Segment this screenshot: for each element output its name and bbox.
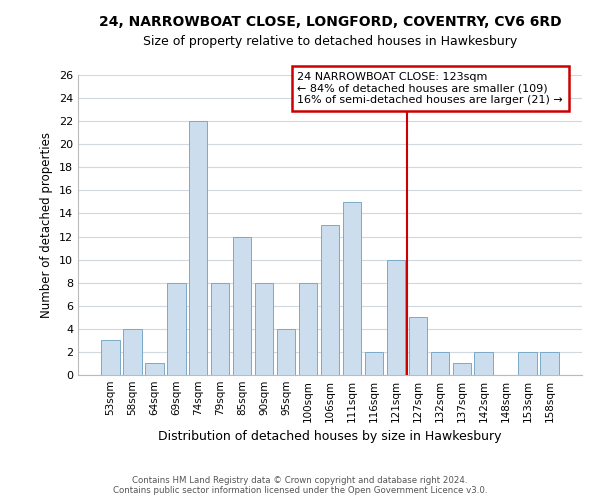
- Bar: [343, 202, 361, 375]
- Bar: [167, 282, 185, 375]
- Bar: [101, 340, 119, 375]
- Bar: [277, 329, 295, 375]
- Bar: [452, 364, 471, 375]
- Bar: [431, 352, 449, 375]
- Bar: [299, 282, 317, 375]
- Text: 24, NARROWBOAT CLOSE, LONGFORD, COVENTRY, CV6 6RD: 24, NARROWBOAT CLOSE, LONGFORD, COVENTRY…: [98, 15, 562, 29]
- Bar: [145, 364, 164, 375]
- Bar: [255, 282, 274, 375]
- Bar: [123, 329, 142, 375]
- Text: 24 NARROWBOAT CLOSE: 123sqm
← 84% of detached houses are smaller (109)
16% of se: 24 NARROWBOAT CLOSE: 123sqm ← 84% of det…: [297, 72, 563, 105]
- X-axis label: Distribution of detached houses by size in Hawkesbury: Distribution of detached houses by size …: [158, 430, 502, 444]
- Bar: [211, 282, 229, 375]
- Text: Size of property relative to detached houses in Hawkesbury: Size of property relative to detached ho…: [143, 35, 517, 48]
- Bar: [365, 352, 383, 375]
- Bar: [386, 260, 405, 375]
- Y-axis label: Number of detached properties: Number of detached properties: [40, 132, 53, 318]
- Bar: [518, 352, 537, 375]
- Bar: [233, 236, 251, 375]
- Bar: [320, 225, 340, 375]
- Text: Contains HM Land Registry data © Crown copyright and database right 2024.
Contai: Contains HM Land Registry data © Crown c…: [113, 476, 487, 495]
- Bar: [189, 121, 208, 375]
- Bar: [475, 352, 493, 375]
- Bar: [409, 318, 427, 375]
- Bar: [541, 352, 559, 375]
